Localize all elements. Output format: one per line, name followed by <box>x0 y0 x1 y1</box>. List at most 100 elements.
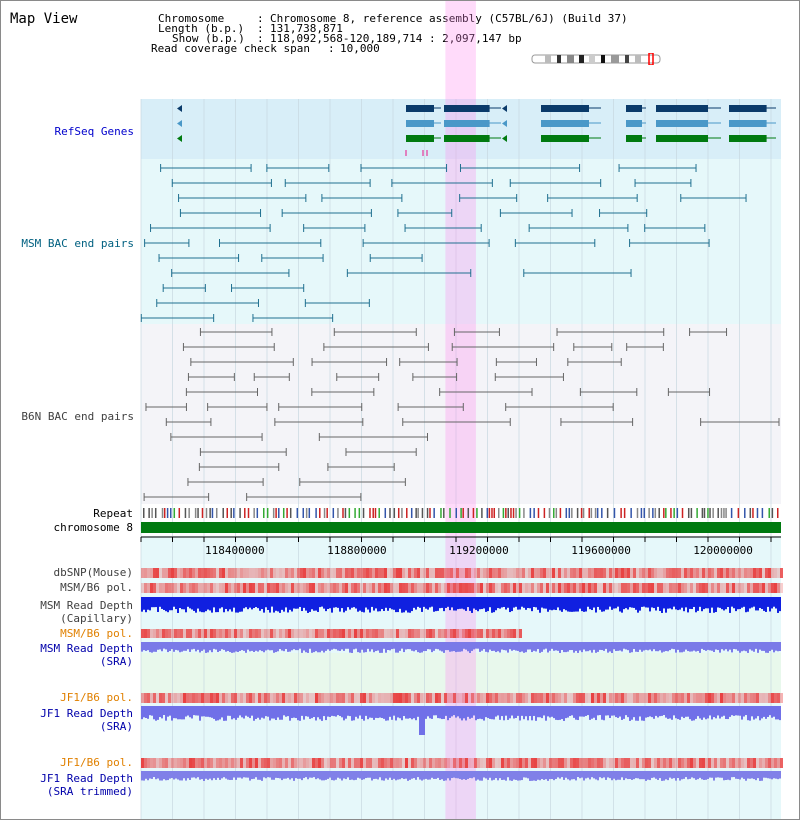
jf1-b6-pol-2-cell <box>429 758 432 768</box>
msm-depth-capillary-bar <box>389 597 391 609</box>
repeat-mark <box>319 508 321 518</box>
repeat-mark <box>426 508 429 518</box>
msm-depth-sra-bar <box>265 642 267 651</box>
msm-b6-pol-cell <box>345 583 348 593</box>
msm-b6-pol-sra-cell <box>453 629 456 638</box>
dbsnp-cell <box>252 568 255 578</box>
jf1-b6-pol-2-cell <box>315 758 318 768</box>
msm-depth-sra-bar <box>617 642 619 651</box>
msm-depth-capillary-bar <box>245 597 247 608</box>
msm-depth-capillary-bar <box>415 597 417 610</box>
dbsnp-cell <box>468 568 471 578</box>
msm-b6-pol-cell <box>399 583 402 593</box>
dbsnp-cell <box>471 568 474 578</box>
jf1-depth-trimmed-bar <box>769 771 771 779</box>
dbsnp-cell <box>282 568 285 578</box>
msm-depth-capillary-bar <box>741 597 743 608</box>
msm-depth-sra-bar <box>293 642 295 650</box>
msm-depth-sra-bar <box>257 642 259 652</box>
msm-depth-sra-bar <box>393 642 395 649</box>
jf1-b6-pol-cell <box>648 693 651 703</box>
msm-depth-sra-bar <box>737 642 739 651</box>
jf1-depth-trimmed-bar <box>413 771 415 779</box>
msm-depth-sra-bar <box>327 642 329 650</box>
msm-b6-pol-sra-cell <box>171 629 174 638</box>
dbsnp-cell <box>444 568 447 578</box>
jf1-depth-trimmed-bar <box>639 771 641 780</box>
msm-b6-pol-sra-cell <box>345 629 348 638</box>
msm-b6-pol-sra-cell <box>513 629 516 638</box>
msm-depth-sra-bar <box>669 642 671 651</box>
jf1-b6-pol-2-cell <box>288 758 291 768</box>
msm-depth-capillary-bar <box>447 597 449 607</box>
dbsnp-cell <box>669 568 672 578</box>
features-layer[interactable] <box>140 105 783 781</box>
msm-depth-capillary-bar <box>511 597 513 612</box>
msm-b6-pol-sra-cell <box>384 629 387 638</box>
repeat-mark <box>460 508 462 518</box>
position-axis: 118400000 118800000 119200000 119600000 1200… <box>140 536 781 557</box>
msm-b6-pol-cell <box>255 583 258 593</box>
jf1-depth-sra-bar <box>291 706 293 719</box>
msm-depth-sra-bar <box>159 642 161 650</box>
msm-depth-capillary-bar <box>367 597 369 610</box>
jf1-depth-trimmed-bar <box>481 771 483 781</box>
msm-depth-sra-bar <box>215 642 217 650</box>
gene-arrow <box>177 105 182 112</box>
msm-read-depth-sra-label-1: MSM Read Depth <box>40 642 133 655</box>
jf1-depth-sra-bar <box>179 706 181 720</box>
dbsnp-cell <box>582 568 585 578</box>
repeat-mark <box>491 508 493 518</box>
jf1-depth-trimmed-bar <box>515 771 517 780</box>
repeat-mark <box>337 508 339 518</box>
msm-depth-capillary-bar <box>649 597 651 612</box>
jf1-depth-sra-bar <box>177 706 179 720</box>
jf1-depth-trimmed-bar <box>275 771 277 778</box>
jf1-depth-sra-bar <box>709 706 711 716</box>
coverage-info-label: Read coverage check span <box>151 42 310 55</box>
jf1-depth-sra-bar <box>201 706 203 717</box>
jf1-depth-trimmed-bar <box>665 771 667 780</box>
msm-depth-sra-bar <box>277 642 279 652</box>
msm-depth-sra-bar <box>361 642 363 650</box>
msm-b6-pol-sra-cell <box>414 629 417 638</box>
jf1-b6-pol-cell <box>180 693 183 703</box>
msm-b6-pol-cell <box>699 583 702 593</box>
jf1-b6-pol-2-cell <box>585 758 588 768</box>
jf1-b6-pol-2-cell <box>144 758 147 768</box>
msm-depth-capillary-bar <box>239 597 241 612</box>
msm-b6-pol-cell <box>435 583 438 593</box>
chromosome-ideogram[interactable] <box>531 53 663 65</box>
jf1-depth-trimmed-bar <box>259 771 261 780</box>
jf1-depth-sra-bar <box>295 706 297 719</box>
msm-b6-pol-sra-cell <box>246 629 249 638</box>
jf1-depth-trimmed-bar <box>671 771 673 779</box>
jf1-depth-sra-bar <box>737 706 739 716</box>
msm-depth-capillary-bar <box>419 597 421 608</box>
jf1-b6-pol-2-cell <box>177 758 180 768</box>
jf1-b6-pol-2-cell <box>648 758 651 768</box>
jf1-b6-pol-cell <box>198 693 201 703</box>
dbsnp-cell <box>303 568 306 578</box>
jf1-depth-sra-bar <box>769 706 771 716</box>
jf1-depth-sra-bar <box>729 706 731 717</box>
msm-b6-pol-sra-cell <box>189 629 192 638</box>
repeat-mark <box>717 508 719 518</box>
msm-b6-pol-cell <box>462 583 465 593</box>
msm-depth-sra-bar <box>437 642 439 650</box>
jf1-depth-sra-bar <box>613 706 615 716</box>
dbsnp-cell <box>363 568 366 578</box>
msm-b6-pol-cell <box>183 583 186 593</box>
jf1-b6-pol-2-cell <box>714 758 717 768</box>
jf1-depth-sra-bar <box>189 706 191 718</box>
msm-depth-capillary-bar <box>409 597 411 613</box>
jf1-depth-trimmed-bar <box>631 771 633 780</box>
jf1-depth-sra-bar <box>629 706 631 721</box>
msm-depth-sra-bar <box>569 642 571 651</box>
jf1-depth-trimmed-bar <box>409 771 411 780</box>
jf1-b6-pol-cell <box>273 693 276 703</box>
jf1-b6-pol-2-cell <box>639 758 642 768</box>
msm-depth-capillary-bar <box>679 597 681 610</box>
jf1-b6-pol-cell <box>567 693 570 703</box>
